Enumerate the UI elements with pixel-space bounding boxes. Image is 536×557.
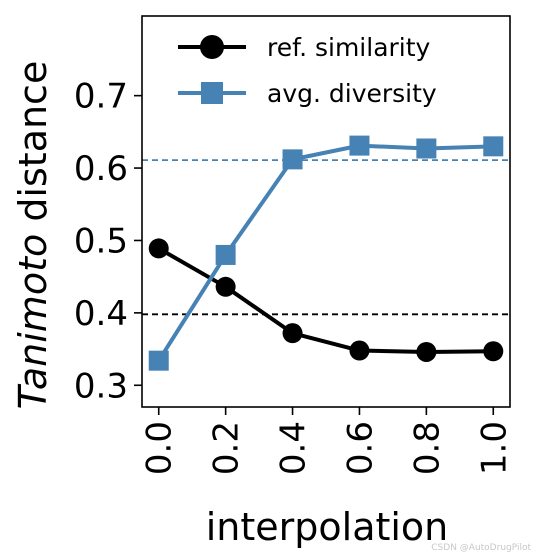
series-1-point-1 <box>215 244 236 265</box>
y-axis: 0.3 0.4 0.5 0.6 0.7 <box>74 77 142 406</box>
series-0-point-4 <box>416 341 437 362</box>
y-axis-label-italic: Tanimoto <box>11 234 55 410</box>
x-tick-label-1: 0.2 <box>207 421 247 475</box>
series-1-point-3 <box>349 135 370 156</box>
series-0-point-2 <box>282 323 303 344</box>
series-0-point-3 <box>349 340 370 361</box>
x-axis-label: interpolation <box>206 505 449 549</box>
y-tick-label-0: 0.3 <box>74 366 128 406</box>
x-axis: 0.0 0.2 0.4 0.6 0.8 1.0 <box>140 407 514 475</box>
reference-lines <box>142 159 510 316</box>
series-1-point-0 <box>148 350 169 371</box>
series-line-1 <box>157 143 494 362</box>
legend-label-avg-diversity: avg. diversity <box>267 79 437 108</box>
x-tick-label-2: 0.4 <box>274 421 314 475</box>
legend-label-ref-similarity: ref. similarity <box>267 33 431 62</box>
x-tick-label-5: 1.0 <box>474 421 514 475</box>
y-tick-label-4: 0.7 <box>74 77 128 117</box>
legend-marker-avg-diversity <box>201 82 223 104</box>
plot-frame <box>141 15 511 408</box>
series-1-point-4 <box>416 138 437 159</box>
series-0-point-5 <box>483 341 504 362</box>
series-line-0 <box>157 246 494 354</box>
x-tick-label-0: 0.0 <box>140 421 180 475</box>
y-axis-label-rest: distance <box>11 61 55 234</box>
legend-marker-ref-similarity <box>200 35 224 59</box>
series-0-point-0 <box>148 238 169 259</box>
y-tick-label-2: 0.5 <box>74 221 128 261</box>
y-tick-label-3: 0.6 <box>74 149 128 189</box>
watermark: CSDN @AutoDrugPilot <box>431 543 531 553</box>
x-tick-label-3: 0.6 <box>340 421 380 475</box>
series-layer <box>148 135 504 371</box>
series-0-point-1 <box>215 276 236 297</box>
x-tick-label-4: 0.8 <box>407 421 447 475</box>
y-axis-label: Tanimoto distance <box>11 61 55 410</box>
series-1-point-2 <box>282 149 303 170</box>
series-1-point-5 <box>483 136 504 157</box>
legend: ref. similarity avg. diversity <box>178 33 437 108</box>
y-tick-label-1: 0.4 <box>74 294 128 334</box>
